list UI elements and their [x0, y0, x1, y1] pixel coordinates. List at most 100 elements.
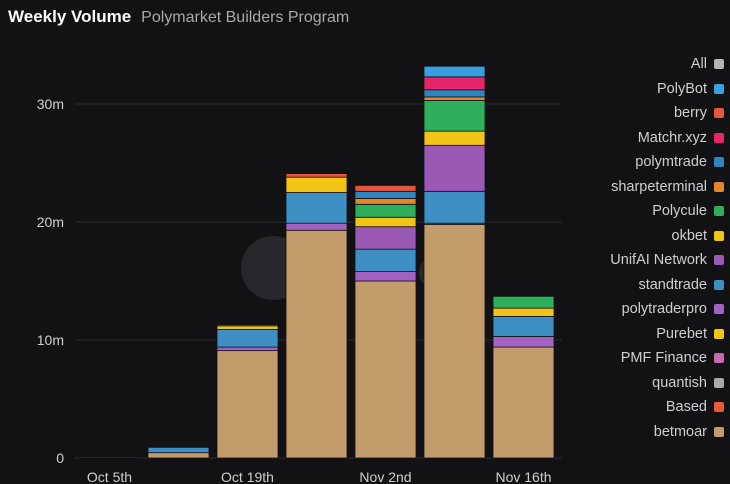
legend-label: betmoar: [653, 423, 707, 440]
legend-item[interactable]: polytraderpro: [574, 297, 724, 322]
legend-swatch: [714, 181, 724, 192]
legend-label: okbet: [671, 227, 707, 244]
bar-segment[interactable]: [423, 96, 486, 101]
chart-header: Weekly Volume Polymarket Builders Progra…: [8, 7, 349, 29]
legend-label: Purebet: [656, 325, 707, 342]
bar-segment[interactable]: [147, 446, 210, 454]
bar-segment[interactable]: [285, 173, 348, 178]
y-tick-label: 10m: [37, 332, 64, 348]
chart-title: Weekly Volume: [8, 7, 132, 26]
bar-segment[interactable]: [285, 192, 348, 224]
legend-label: berry: [673, 105, 707, 122]
bar-stack[interactable]: [492, 295, 555, 459]
legend-label: Matchr.xyz: [637, 129, 707, 146]
legend-item[interactable]: okbet: [574, 224, 724, 249]
legend-swatch: [714, 230, 724, 241]
bar-segment[interactable]: [216, 328, 279, 348]
bar-segment[interactable]: [492, 307, 555, 317]
bar-segment[interactable]: [492, 336, 555, 348]
legend-swatch: [714, 255, 724, 266]
legend-label: PMF Finance: [620, 350, 707, 367]
legend-swatch: [714, 59, 724, 70]
bar-segment[interactable]: [492, 346, 555, 459]
legend-swatch: [714, 304, 724, 315]
bar-segment[interactable]: [423, 65, 486, 78]
legend-swatch: [714, 426, 724, 437]
bar-stack[interactable]: [285, 173, 348, 459]
legend-label: quantish: [652, 374, 707, 391]
bar-segment[interactable]: [423, 76, 486, 91]
bar-segment[interactable]: [285, 229, 348, 459]
legend-swatch: [714, 206, 724, 217]
bar-segment[interactable]: [354, 185, 417, 192]
bar-segment[interactable]: [216, 325, 279, 330]
legend-swatch: [714, 353, 724, 364]
legend-swatch: [714, 108, 724, 119]
legend-item[interactable]: Based: [574, 395, 724, 420]
legend-item[interactable]: Polycule: [574, 199, 724, 224]
y-tick-label: 20m: [37, 214, 64, 230]
legend-label: polytraderpro: [621, 301, 707, 318]
legend-swatch: [714, 402, 724, 413]
x-tick-label: Oct 5th: [87, 469, 132, 484]
bar-segment[interactable]: [354, 203, 417, 218]
bar-stack[interactable]: [78, 456, 141, 459]
bar-stack[interactable]: [216, 324, 279, 459]
legend-label: sharpeterminal: [611, 178, 707, 195]
chart-subtitle: Polymarket Builders Program: [141, 9, 350, 26]
legend-item[interactable]: Purebet: [574, 322, 724, 347]
legend-swatch: [714, 279, 724, 290]
bar-segment[interactable]: [492, 295, 555, 309]
bar-segment[interactable]: [354, 226, 417, 250]
legend-item[interactable]: Matchr.xyz: [574, 126, 724, 151]
bar-segment[interactable]: [285, 222, 348, 231]
bar-stack[interactable]: [354, 185, 417, 459]
legend-item[interactable]: quantish: [574, 371, 724, 396]
bar-segment[interactable]: [354, 197, 417, 205]
bar-segment[interactable]: [147, 452, 210, 459]
legend-label: Based: [665, 399, 707, 416]
legend-label: Polycule: [652, 203, 707, 220]
bar-segment[interactable]: [216, 346, 279, 352]
bar-segment[interactable]: [354, 190, 417, 199]
legend-label: All: [690, 56, 707, 73]
legend-swatch: [714, 132, 724, 143]
bar-segment[interactable]: [423, 130, 486, 146]
bar-segment[interactable]: [354, 248, 417, 272]
bar-segment[interactable]: [285, 176, 348, 193]
bar-segment[interactable]: [78, 456, 141, 459]
legend-label: UnifAI Network: [610, 252, 707, 269]
legend-item[interactable]: PolyBot: [574, 77, 724, 102]
bar-segment[interactable]: [423, 144, 486, 192]
bar-segment[interactable]: [423, 100, 486, 132]
legend-swatch: [714, 157, 724, 168]
bar-segment[interactable]: [492, 315, 555, 337]
legend-swatch: [714, 328, 724, 339]
bar-stack[interactable]: [423, 65, 486, 459]
bar-segment[interactable]: [423, 223, 486, 459]
legend-label: standtrade: [638, 276, 707, 293]
legend-item[interactable]: polymtrade: [574, 150, 724, 175]
legend-item[interactable]: All: [574, 52, 724, 77]
bar-segment[interactable]: [216, 350, 279, 459]
legend-swatch: [714, 83, 724, 94]
legend-item[interactable]: betmoar: [574, 420, 724, 445]
bar-segment[interactable]: [216, 324, 279, 327]
y-tick-label: 30m: [37, 96, 64, 112]
bar-segment[interactable]: [354, 280, 417, 459]
legend-label: polymtrade: [635, 154, 707, 171]
legend-item[interactable]: UnifAI Network: [574, 248, 724, 273]
legend-item[interactable]: PMF Finance: [574, 346, 724, 371]
legend-item[interactable]: sharpeterminal: [574, 175, 724, 200]
x-tick-label: Nov 16th: [495, 469, 551, 484]
legend-swatch: [714, 377, 724, 388]
bar-segment[interactable]: [354, 216, 417, 228]
legend-item[interactable]: standtrade: [574, 273, 724, 298]
bar-segment[interactable]: [423, 89, 486, 98]
legend-label: PolyBot: [657, 80, 707, 97]
bar-stack[interactable]: [147, 446, 210, 459]
bar-segment[interactable]: [354, 271, 417, 282]
legend-item[interactable]: berry: [574, 101, 724, 126]
bar-segment[interactable]: [423, 190, 486, 224]
